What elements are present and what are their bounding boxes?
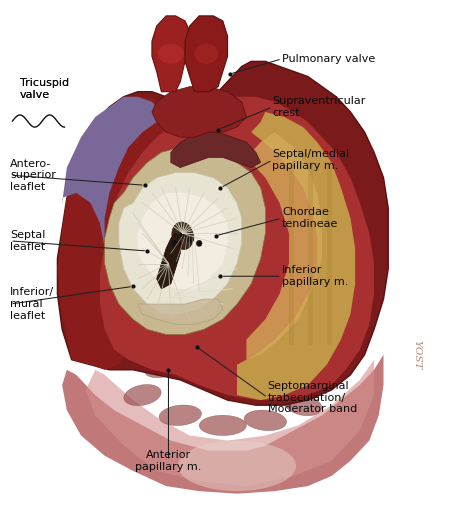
Polygon shape xyxy=(57,97,185,370)
Polygon shape xyxy=(138,299,223,324)
Text: Inferior
papillary m.: Inferior papillary m. xyxy=(282,266,348,287)
Ellipse shape xyxy=(199,415,246,436)
Text: Pulmonary valve: Pulmonary valve xyxy=(282,54,375,64)
Circle shape xyxy=(196,240,202,246)
Ellipse shape xyxy=(158,44,184,64)
Polygon shape xyxy=(152,16,190,92)
Ellipse shape xyxy=(159,405,201,425)
Polygon shape xyxy=(86,359,374,486)
Ellipse shape xyxy=(172,222,193,249)
Ellipse shape xyxy=(194,44,218,64)
Polygon shape xyxy=(308,162,313,345)
Ellipse shape xyxy=(284,394,322,416)
Polygon shape xyxy=(57,61,388,405)
Polygon shape xyxy=(327,162,331,345)
Polygon shape xyxy=(62,97,161,248)
Text: Inferior/
mural
leaflet: Inferior/ mural leaflet xyxy=(10,287,54,320)
Text: Tricuspid
valve: Tricuspid valve xyxy=(19,79,69,100)
Polygon shape xyxy=(119,172,242,314)
Text: Antero-
superior
leaflet: Antero- superior leaflet xyxy=(10,159,56,192)
Text: Septal/medial
papillary m.: Septal/medial papillary m. xyxy=(273,149,349,171)
Ellipse shape xyxy=(124,384,161,406)
Polygon shape xyxy=(246,132,322,359)
Text: Supraventricular
crest: Supraventricular crest xyxy=(273,96,366,118)
Polygon shape xyxy=(152,87,246,137)
Ellipse shape xyxy=(110,351,137,368)
Polygon shape xyxy=(171,132,261,167)
Ellipse shape xyxy=(145,362,178,378)
Polygon shape xyxy=(156,233,180,289)
Ellipse shape xyxy=(244,410,287,430)
Ellipse shape xyxy=(308,367,336,383)
Polygon shape xyxy=(237,112,355,400)
Text: Chordae
tendineae: Chordae tendineae xyxy=(282,207,338,229)
Polygon shape xyxy=(62,354,383,494)
Text: Septomarginal
trabeculation/
Moderator band: Septomarginal trabeculation/ Moderator b… xyxy=(268,381,357,414)
Circle shape xyxy=(172,240,177,246)
Text: Septal
leaflet: Septal leaflet xyxy=(10,230,46,251)
Polygon shape xyxy=(105,148,265,335)
Text: YOST: YOST xyxy=(412,340,421,369)
Polygon shape xyxy=(185,16,228,92)
Text: Tricuspid
valve: Tricuspid valve xyxy=(19,79,69,100)
Text: Anterior
papillary m.: Anterior papillary m. xyxy=(135,450,201,472)
Polygon shape xyxy=(289,162,294,345)
Ellipse shape xyxy=(228,377,265,393)
Circle shape xyxy=(188,236,193,242)
Circle shape xyxy=(180,231,185,237)
Ellipse shape xyxy=(178,441,296,491)
Polygon shape xyxy=(138,193,228,289)
Polygon shape xyxy=(100,97,374,400)
